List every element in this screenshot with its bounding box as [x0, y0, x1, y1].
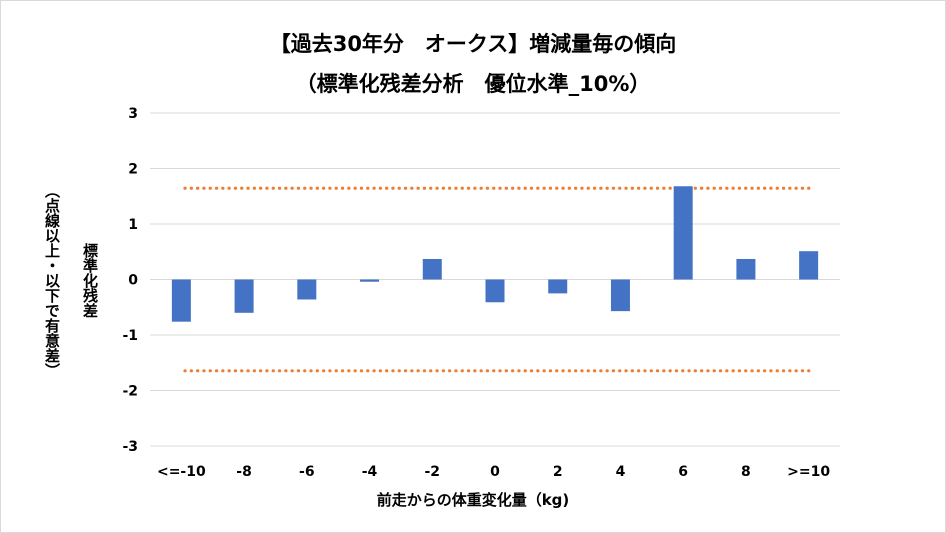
- bar: [422, 258, 442, 280]
- x-tick-label: <=-10: [157, 464, 206, 480]
- y-tick-label: -1: [122, 328, 138, 344]
- x-tick-label: 8: [741, 464, 751, 480]
- bars: [171, 186, 819, 322]
- y-tick-label: -2: [122, 384, 138, 400]
- x-axis-ticks: <=-10 -8 -6 -4 -2 0 2 4 6 8 >=10: [157, 464, 830, 480]
- bar: [360, 279, 380, 282]
- y-tick-label: 1: [128, 217, 138, 233]
- y-axis-ticks: 3 2 1 0 -1 -2 -3: [122, 106, 138, 455]
- chart-subtitle: （標準化残差分析 優位水準_10%）: [295, 72, 651, 96]
- y-tick-label: 2: [128, 162, 138, 178]
- x-tick-label: 6: [678, 464, 688, 480]
- x-tick-label: 0: [490, 464, 500, 480]
- x-axis-label: 前走からの体重変化量（kg): [376, 491, 570, 509]
- x-tick-label: 2: [553, 464, 563, 480]
- chart-title: 【過去30年分 オークス】増減量毎の傾向: [269, 32, 677, 56]
- bar: [234, 279, 254, 313]
- bar: [673, 186, 693, 280]
- y-tick-label: 0: [128, 273, 138, 289]
- bar: [799, 251, 819, 280]
- bar: [548, 279, 568, 294]
- x-tick-label: -2: [424, 464, 440, 480]
- y-axis-label: （点線以上・以下で有意差） 標準化残差: [42, 145, 112, 415]
- bar: [485, 279, 505, 303]
- y-tick-label: -3: [122, 439, 138, 455]
- bar: [736, 258, 756, 280]
- x-tick-label: -6: [299, 464, 315, 480]
- bar: [171, 279, 191, 322]
- y-tick-label: 3: [128, 106, 138, 122]
- y-axis-label-main: 標準化残差: [81, 242, 99, 318]
- x-tick-label: -8: [236, 464, 252, 480]
- x-tick-label: -4: [362, 464, 378, 480]
- bar: [297, 279, 317, 300]
- y-axis-label-sub: （点線以上・以下で有意差）: [43, 182, 61, 378]
- x-tick-label: >=10: [787, 464, 830, 480]
- x-tick-label: 4: [616, 464, 626, 480]
- bar: [610, 279, 630, 312]
